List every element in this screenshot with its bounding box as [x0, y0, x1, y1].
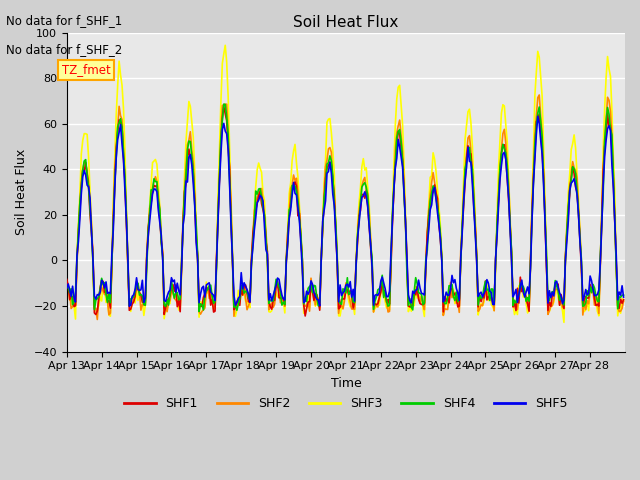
SHF3 [461, 136, 469, 142]
SHF2 [618, 306, 626, 312]
SHF2 [63, 280, 70, 286]
SHF4 [463, 159, 470, 165]
X-axis label: Time: Time [330, 377, 361, 390]
SHF3 [618, 296, 626, 301]
Title: Soil Heat Flux: Soil Heat Flux [293, 15, 399, 30]
SHF2 [100, 292, 108, 298]
SHF5 [82, 172, 90, 178]
SHF4 [620, 292, 627, 298]
SHF4 [352, 264, 360, 270]
Line: SHF3: SHF3 [67, 45, 623, 323]
SHF3 [351, 312, 358, 317]
SHF5 [620, 294, 627, 300]
SHF3 [221, 42, 229, 48]
Line: SHF2: SHF2 [67, 95, 623, 320]
Line: SHF5: SHF5 [67, 116, 623, 306]
SHF3 [560, 320, 568, 325]
Text: TZ_fmet: TZ_fmet [62, 63, 111, 76]
SHF1 [352, 260, 360, 266]
SHF4 [618, 292, 626, 298]
SHF4 [195, 309, 203, 314]
SHF2 [351, 306, 358, 312]
Y-axis label: Soil Heat Flux: Soil Heat Flux [15, 149, 28, 235]
SHF1 [545, 299, 553, 305]
SHF2 [536, 92, 543, 98]
SHF5 [545, 288, 553, 294]
SHF5 [618, 283, 626, 288]
SHF2 [620, 298, 627, 304]
SHF5 [534, 113, 541, 119]
SHF2 [82, 160, 90, 166]
SHF1 [463, 156, 470, 161]
SHF4 [63, 283, 70, 289]
SHF1 [99, 278, 107, 284]
SHF5 [125, 303, 133, 309]
Line: SHF4: SHF4 [67, 104, 623, 312]
SHF2 [545, 308, 553, 313]
SHF4 [220, 101, 228, 107]
SHF1 [63, 276, 70, 282]
Line: SHF1: SHF1 [67, 107, 623, 316]
SHF4 [82, 157, 90, 163]
SHF3 [544, 309, 552, 314]
Text: No data for f_SHF_2: No data for f_SHF_2 [6, 43, 123, 56]
SHF5 [99, 280, 107, 286]
SHF1 [82, 160, 90, 166]
SHF4 [545, 298, 553, 303]
SHF5 [461, 177, 469, 183]
SHF1 [620, 297, 627, 302]
SHF1 [301, 313, 309, 319]
SHF3 [99, 281, 107, 287]
SHF5 [63, 285, 70, 291]
SHF3 [620, 298, 627, 304]
SHF1 [220, 104, 228, 109]
Text: No data for f_SHF_1: No data for f_SHF_1 [6, 14, 123, 27]
SHF3 [63, 290, 70, 296]
SHF2 [461, 168, 469, 173]
SHF1 [618, 300, 626, 306]
SHF2 [93, 317, 101, 323]
SHF5 [351, 298, 358, 304]
SHF3 [82, 131, 90, 137]
SHF4 [99, 282, 107, 288]
Legend: SHF1, SHF2, SHF3, SHF4, SHF5: SHF1, SHF2, SHF3, SHF4, SHF5 [119, 393, 573, 416]
